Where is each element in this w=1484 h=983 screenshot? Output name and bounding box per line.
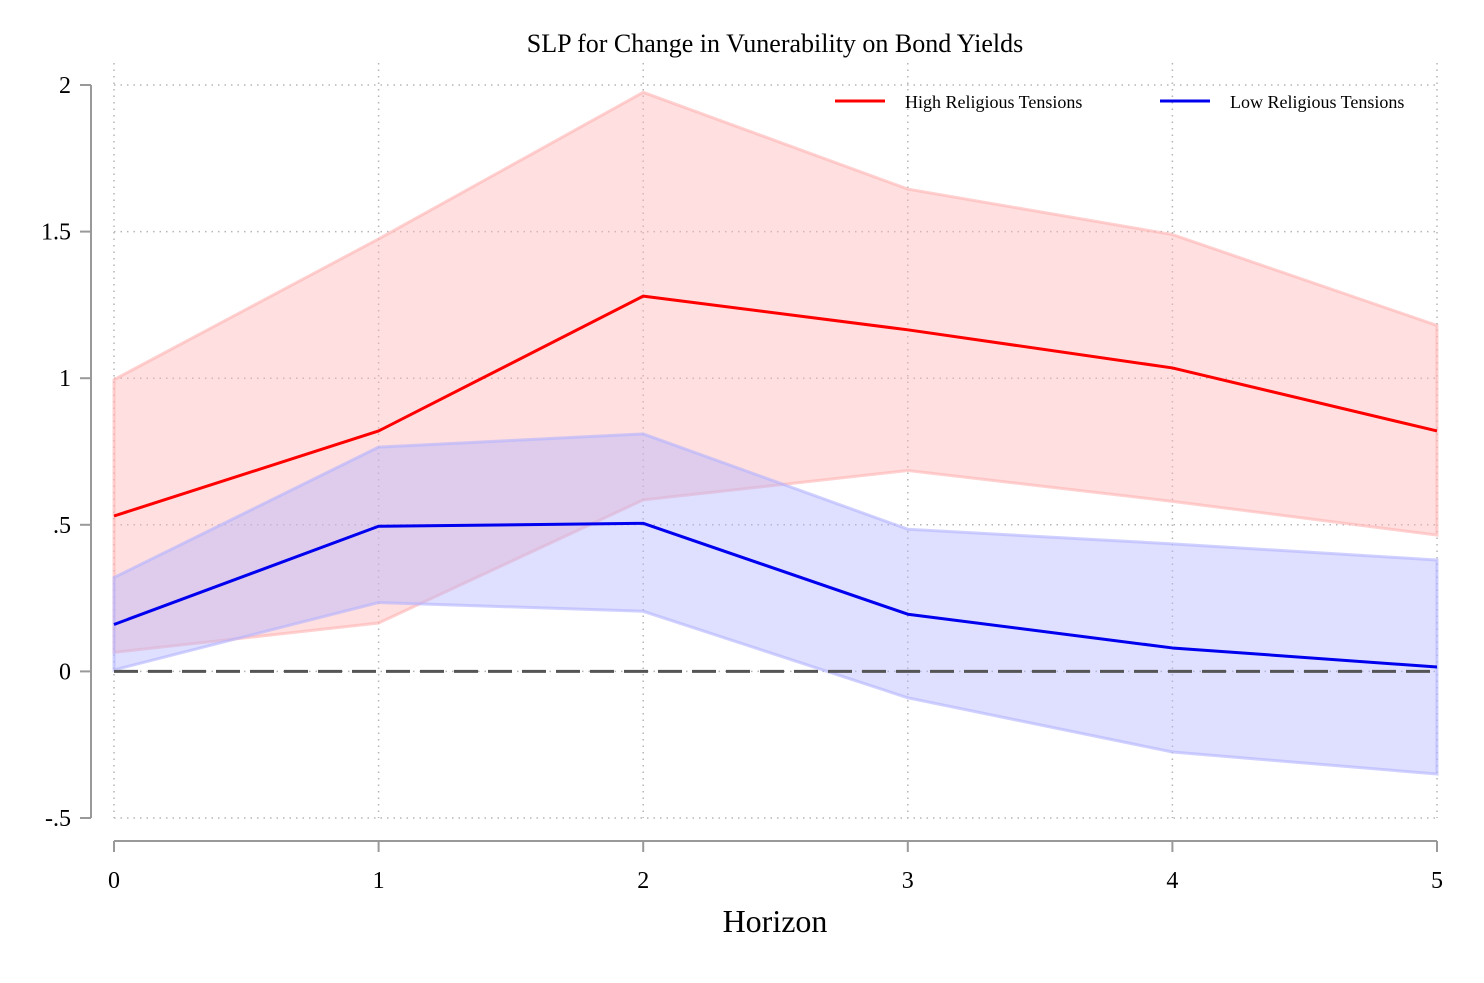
line-high-religious-tensions bbox=[113, 294, 1438, 518]
y-tick-label-5: 2 bbox=[59, 73, 71, 99]
band-low-religious-tensions bbox=[112, 432, 1439, 776]
legend: High Religious Tensions Low Religious Ten… bbox=[835, 92, 1404, 112]
y-tick-label-3: 1 bbox=[59, 366, 71, 392]
x-tick-label-5: 5 bbox=[1431, 868, 1443, 894]
chart-title: SLP for Change in Vunerability on Bond Y… bbox=[527, 29, 1024, 58]
y-tick-label-2: .5 bbox=[53, 513, 71, 539]
y-tick-label-0: -.5 bbox=[45, 806, 71, 832]
y-ticks: -.5 0 .5 1 1.5 2 bbox=[41, 73, 91, 832]
legend-label-low-religious-tensions: Low Religious Tensions bbox=[1230, 92, 1404, 112]
x-tick-label-0: 0 bbox=[108, 868, 120, 894]
band-high-religious-tensions bbox=[112, 90, 1439, 655]
x-axis-label: Horizon bbox=[723, 903, 828, 939]
legend-label-high-religious-tensions: High Religious Tensions bbox=[905, 92, 1082, 112]
y-tick-label-4: 1.5 bbox=[41, 220, 71, 246]
x-tick-label-2: 2 bbox=[637, 868, 649, 894]
x-tick-label-4: 4 bbox=[1166, 868, 1178, 894]
line-low-religious-tensions bbox=[113, 521, 1438, 669]
confidence-bands bbox=[112, 90, 1439, 776]
series-lines bbox=[113, 294, 1438, 669]
x-ticks: 0 1 2 3 4 5 bbox=[108, 841, 1443, 894]
x-tick-label-3: 3 bbox=[902, 868, 914, 894]
y-tick-label-1: 0 bbox=[59, 659, 71, 685]
axes bbox=[90, 85, 1437, 842]
x-tick-label-1: 1 bbox=[373, 868, 385, 894]
